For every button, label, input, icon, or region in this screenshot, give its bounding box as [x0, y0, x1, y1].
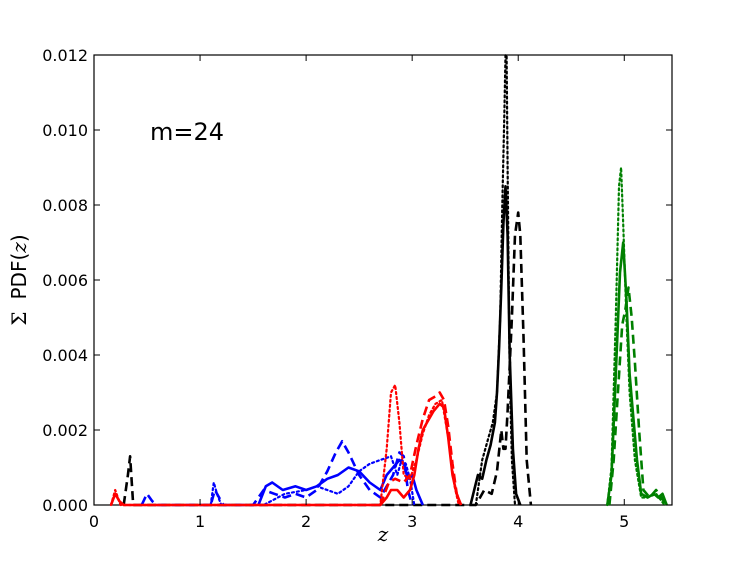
series-line-blue-dashed: [140, 439, 414, 507]
series-line-black-dotted: [474, 53, 517, 507]
x-tick-label: 0: [89, 512, 99, 531]
y-tick-label: 0.008: [42, 196, 88, 215]
y-tick-label: 0.000: [42, 496, 88, 515]
y-axis-label: Σ PDF(z): [7, 234, 31, 325]
y-tick-label: 0.010: [42, 121, 88, 140]
x-tick-label: 1: [195, 512, 205, 531]
y-tick-label: 0.012: [42, 46, 88, 65]
y-tick-label: 0.002: [42, 421, 88, 440]
series-line-black-dashed: [122, 211, 533, 507]
series-layer: [109, 53, 668, 507]
y-axis-text: PDF(: [7, 253, 31, 300]
x-tick-label: 5: [619, 512, 629, 531]
x-tick-label: 4: [513, 512, 523, 531]
y-tick-label: 0.004: [42, 346, 88, 365]
x-axis-label: z: [377, 522, 389, 546]
x-tick-label: 2: [301, 512, 311, 531]
x-tick-label: 3: [407, 512, 417, 531]
y-axis-close: ): [7, 234, 31, 242]
svg-text:Σ PDF(z): Σ PDF(z): [7, 234, 31, 325]
series-line-blue-dotted: [209, 455, 416, 507]
series-line-red-dotted: [109, 383, 460, 507]
plot-area: 0 1 2 3 4 5 0.000 0.002 0.004 0.006 0.008 0.010 0.01…: [42, 46, 673, 531]
series-line-green-dotted: [606, 166, 666, 507]
y-axis-var: z: [7, 242, 31, 254]
y-tick-label: 0.006: [42, 271, 88, 290]
ticks-layer: 0 1 2 3 4 5 0.000 0.002 0.004 0.006 0.008 0.010 0.01…: [42, 46, 672, 531]
y-axis-sigma: Σ: [7, 312, 31, 326]
annotation-label: m=24: [150, 118, 224, 146]
plot-frame: [93, 54, 673, 506]
series-line-green-dashed: [608, 286, 668, 506]
